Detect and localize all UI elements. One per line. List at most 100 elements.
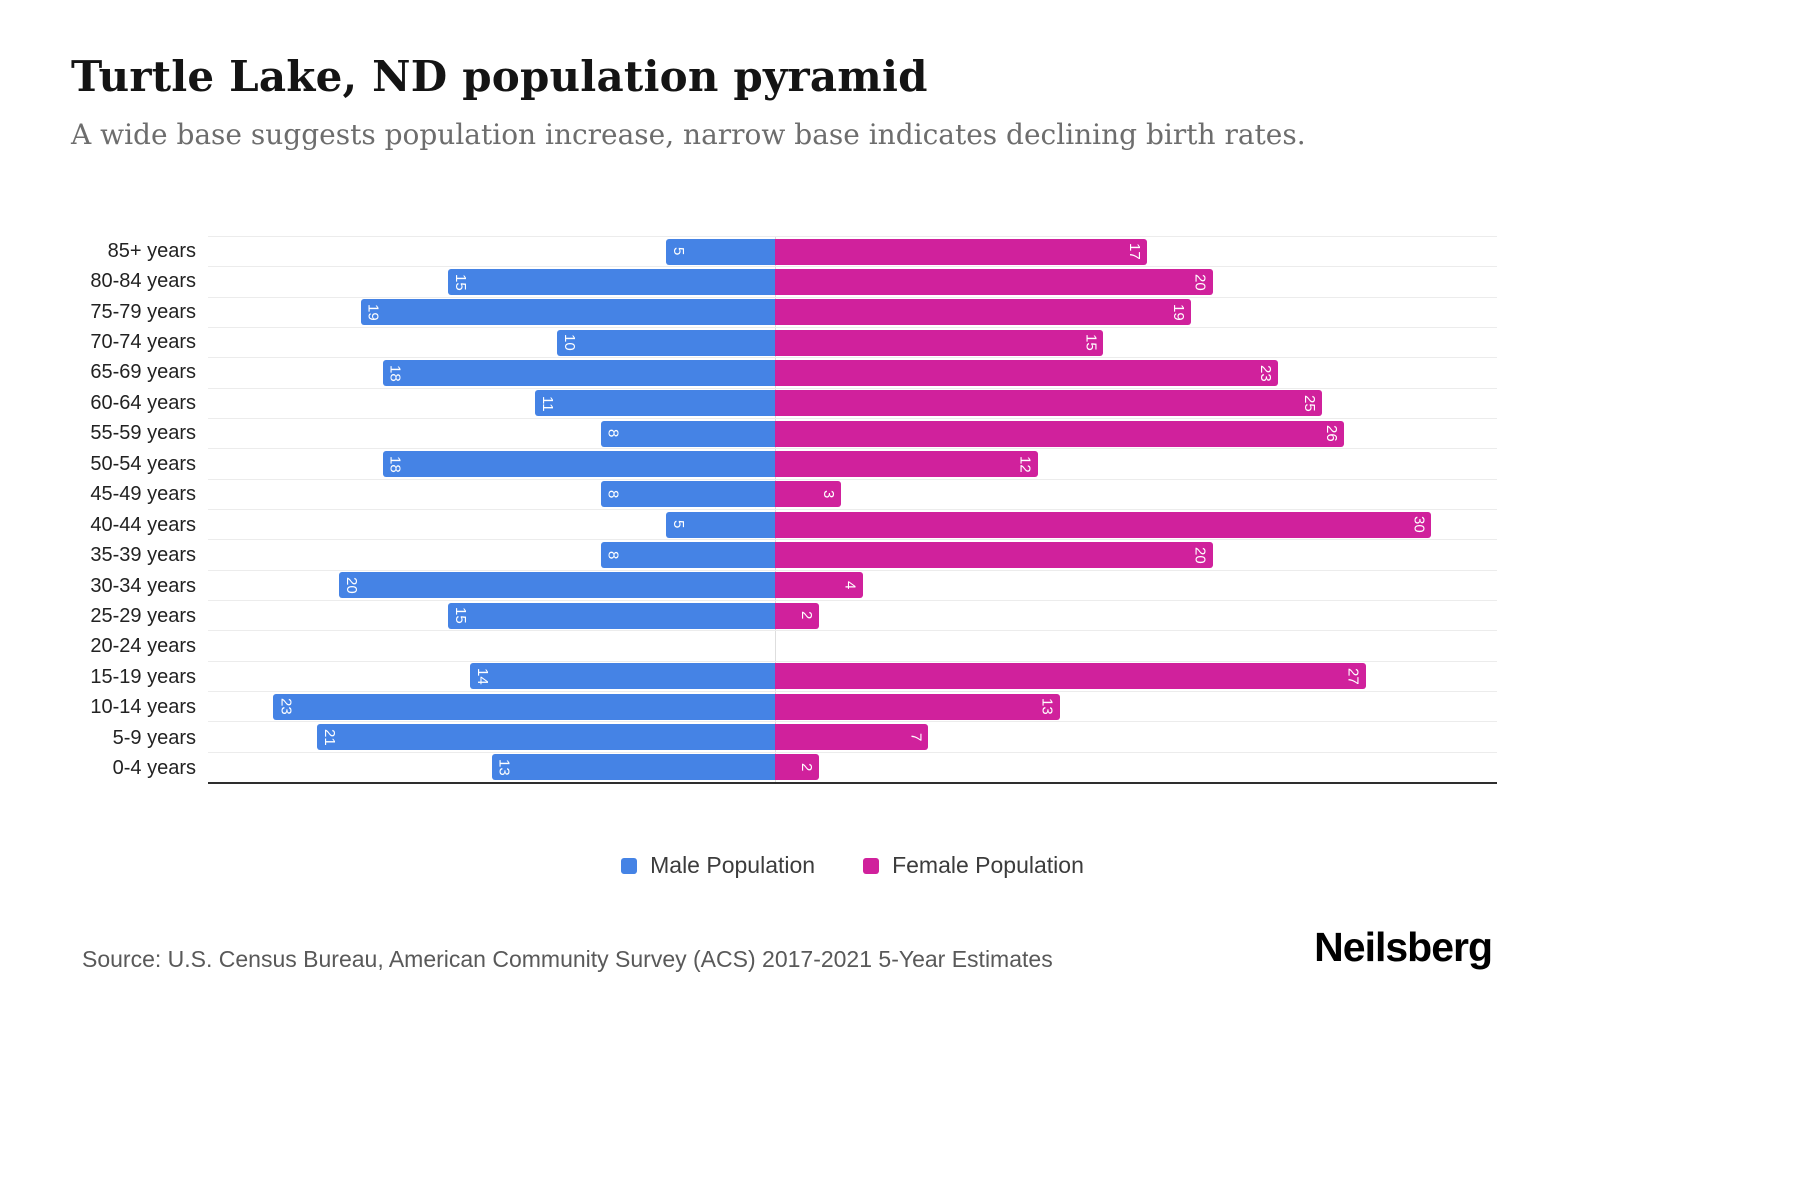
female-bar-zone: 20 (775, 541, 1497, 568)
male-bar[interactable]: 18 (382, 450, 776, 477)
male-bar[interactable]: 8 (600, 420, 776, 447)
male-bar-zone: 18 (208, 450, 776, 477)
plot-area: 5 17 15 20 19 19 10 15 18 23 11 25 8 26 18 12 8 3 5 30 8 20 20… (208, 236, 1497, 784)
pyramid-row: 15 20 (208, 266, 1497, 296)
male-bar[interactable]: 8 (600, 481, 776, 508)
pyramid-row: 5 30 (208, 509, 1497, 539)
pyramid-row: 18 23 (208, 357, 1497, 387)
female-bar-zone: 17 (775, 238, 1497, 265)
male-bar[interactable]: 5 (666, 238, 776, 265)
male-bar-value: 18 (386, 455, 404, 473)
male-bar-zone: 8 (208, 481, 776, 508)
female-bar-zone: 2 (775, 754, 1497, 781)
female-bar-zone: 26 (775, 420, 1497, 447)
female-bar[interactable]: 20 (775, 268, 1213, 295)
female-bar[interactable]: 23 (775, 359, 1279, 386)
pyramid-row: 18 12 (208, 448, 1497, 478)
male-bar-zone: 10 (208, 329, 776, 356)
male-bar[interactable]: 23 (273, 693, 776, 720)
y-axis-label: 30-34 years (90, 574, 196, 597)
male-legend-swatch (621, 857, 638, 874)
male-bar[interactable]: 19 (360, 299, 776, 326)
male-bar-zone: 11 (208, 390, 776, 417)
male-bar-value: 13 (495, 758, 513, 776)
male-bar-value: 23 (277, 698, 295, 715)
male-bar[interactable]: 11 (535, 390, 776, 417)
female-bar[interactable]: 17 (775, 238, 1147, 265)
female-bar-zone: 27 (775, 663, 1497, 690)
female-bar-zone: 4 (775, 572, 1497, 599)
female-bar-value: 20 (1191, 273, 1209, 291)
female-bar[interactable]: 13 (775, 693, 1060, 720)
legend: Male Population Female Population (208, 852, 1497, 879)
male-bar[interactable]: 10 (557, 329, 776, 356)
female-bar[interactable]: 7 (775, 723, 929, 750)
male-bar-zone: 18 (208, 359, 776, 386)
chart-subtitle: A wide base suggests population increase… (71, 118, 1306, 151)
female-bar-zone: 12 (775, 450, 1497, 477)
male-bar[interactable]: 5 (666, 511, 776, 538)
male-bar[interactable]: 15 (447, 268, 776, 295)
y-axis-label: 70-74 years (90, 331, 196, 354)
female-bar-value: 2 (797, 611, 815, 620)
y-axis-label: 35-39 years (90, 544, 196, 567)
male-bar[interactable]: 18 (382, 359, 776, 386)
male-bar-value: 8 (604, 550, 622, 560)
male-bar[interactable]: 20 (338, 572, 776, 599)
pyramid-row: 5 17 (208, 236, 1497, 266)
male-bar[interactable]: 21 (317, 723, 776, 750)
male-bar-value: 11 (539, 395, 557, 412)
female-bar-value: 12 (1016, 455, 1034, 473)
male-bar-value: 8 (604, 490, 622, 499)
legend-item-female[interactable]: Female Population (863, 852, 1084, 879)
female-bar-zone (775, 633, 1497, 659)
neilsberg-logo: Neilsberg (1314, 924, 1493, 970)
female-bar[interactable]: 4 (775, 572, 863, 599)
y-axis-label: 80-84 years (90, 270, 196, 293)
male-bar-zone: 15 (208, 602, 776, 629)
female-bar[interactable]: 20 (775, 541, 1213, 568)
female-bar-zone: 7 (775, 723, 1497, 750)
female-bar[interactable]: 15 (775, 329, 1104, 356)
pyramid-row: 15 2 (208, 600, 1497, 630)
legend-item-male[interactable]: Male Population (621, 852, 815, 879)
y-axis-label: 60-64 years (90, 391, 196, 414)
female-bar[interactable]: 26 (775, 420, 1344, 447)
female-bar[interactable]: 19 (775, 299, 1191, 326)
female-bar-zone: 25 (775, 390, 1497, 417)
male-bar-value: 10 (561, 334, 579, 351)
y-axis-label: 55-59 years (90, 422, 196, 445)
male-bar-zone: 21 (208, 723, 776, 750)
male-bar-zone: 8 (208, 420, 776, 447)
y-axis-label: 20-24 years (90, 635, 196, 658)
female-bar-zone: 3 (775, 481, 1497, 508)
pyramid-row: 21 7 (208, 721, 1497, 751)
female-bar[interactable]: 2 (775, 602, 819, 629)
male-bar[interactable]: 8 (600, 541, 776, 568)
y-axis-labels: 85+ years 80-84 years 75-79 years 70-74 yea… (80, 236, 208, 784)
female-bar[interactable]: 3 (775, 481, 841, 508)
female-bar[interactable]: 2 (775, 754, 819, 781)
population-pyramid-chart: 85+ years 80-84 years 75-79 years 70-74 yea… (80, 236, 1497, 784)
male-bar-value: 20 (342, 576, 360, 594)
y-axis-label: 15-19 years (90, 665, 196, 688)
male-bar[interactable]: 13 (491, 754, 776, 781)
female-bar[interactable]: 12 (775, 450, 1038, 477)
female-legend-swatch (863, 857, 880, 874)
male-bar-zone: 23 (208, 693, 776, 720)
chart-title: Turtle Lake, ND population pyramid (71, 52, 928, 101)
pyramid-row: 11 25 (208, 387, 1497, 418)
female-bar[interactable]: 27 (775, 663, 1366, 690)
pyramid-row: 19 19 (208, 296, 1497, 327)
female-bar[interactable]: 25 (775, 390, 1322, 417)
female-bar-value: 25 (1300, 394, 1318, 412)
male-bar[interactable]: 14 (469, 663, 776, 690)
y-axis-label: 45-49 years (90, 483, 196, 506)
male-bar-value: 14 (473, 667, 491, 685)
male-legend-label: Male Population (650, 852, 816, 878)
female-bar[interactable]: 30 (775, 511, 1432, 538)
female-bar-value: 19 (1169, 303, 1187, 321)
female-bar-zone: 19 (775, 299, 1497, 326)
male-bar[interactable]: 15 (447, 602, 776, 629)
